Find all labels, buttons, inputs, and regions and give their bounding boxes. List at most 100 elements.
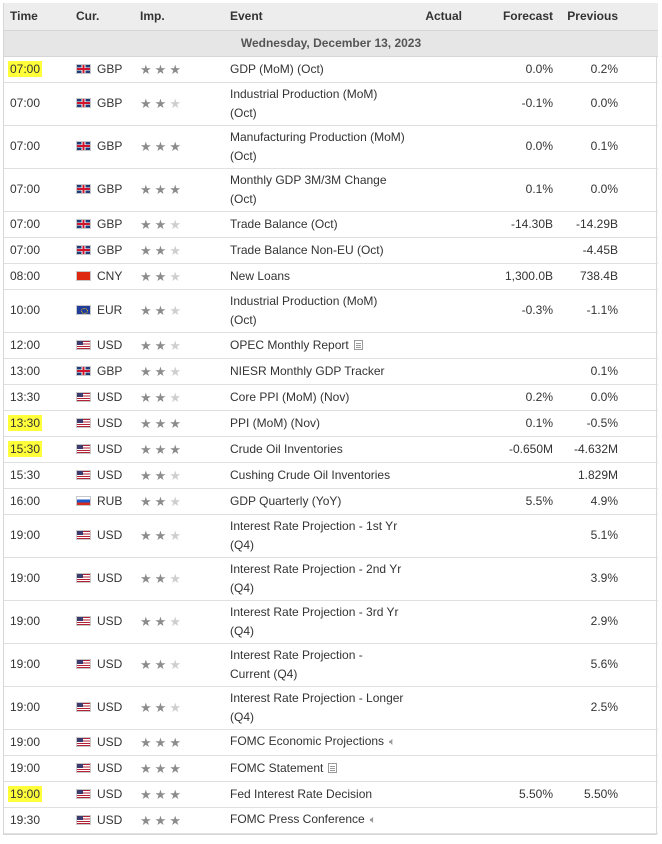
event-name-line[interactable]: FOMC Economic Projections <box>230 734 385 748</box>
event-name-line[interactable]: Crude Oil Inventories <box>230 441 343 456</box>
col-previous[interactable]: Previous <box>559 3 658 31</box>
event-name-line[interactable]: Current (Q4) <box>230 666 298 681</box>
table-row[interactable]: 16:00 RUB ★★★ GDP Quarterly (YoY) 5.5% 4.9% <box>4 488 658 515</box>
event-name[interactable]: New Loans <box>224 263 416 290</box>
table-row[interactable]: 13:00 GBP ★★★ NIESR Monthly GDP Tracker 0.1% <box>4 358 658 385</box>
event-name-line[interactable]: NIESR Monthly GDP Tracker <box>230 363 385 378</box>
event-name-line[interactable]: Core PPI (MoM) (Nov) <box>230 389 350 404</box>
event-name-line[interactable]: Industrial Production (MoM) <box>230 293 378 308</box>
event-name-line[interactable]: (Q4) <box>230 580 254 595</box>
event-name-line[interactable]: (Oct) <box>230 105 257 120</box>
event-name-line[interactable]: (Oct) <box>230 191 257 206</box>
event-name[interactable]: FOMC Statement <box>224 755 416 782</box>
table-row[interactable]: 10:00 EUR ★★★ Industrial Production (MoM) (O… <box>4 289 658 333</box>
event-previous: 5.6% <box>559 643 658 687</box>
table-row[interactable]: 07:00 GBP ★★★ Trade Balance (Oct) -14.30B -14… <box>4 211 658 238</box>
col-time[interactable]: Time <box>4 3 70 31</box>
event-time-value: 07:00 <box>10 182 41 196</box>
event-name[interactable]: Trade Balance (Oct) <box>224 211 416 238</box>
col-currency[interactable]: Cur. <box>70 3 134 31</box>
speech-speaker-icon[interactable]: 🔈︎ <box>369 814 377 826</box>
star-icon: ★ <box>169 268 184 284</box>
event-name[interactable]: GDP (MoM) (Oct) <box>224 56 416 83</box>
table-row[interactable]: 07:00 GBP ★★★ GDP (MoM) (Oct) 0.0% 0.2% <box>4 56 658 83</box>
table-row[interactable]: 08:00 CNY ★★★ New Loans 1,300.0B 738.4B <box>4 263 658 290</box>
event-name-line[interactable]: Monthly GDP 3M/3M Change <box>230 172 387 187</box>
event-name-line[interactable]: Interest Rate Projection - <box>230 647 363 662</box>
table-row[interactable]: 19:00 USD ★★★ Interest Rate Projection - 1s… <box>4 514 658 558</box>
event-name-line[interactable]: Cushing Crude Oil Inventories <box>230 467 391 482</box>
event-name[interactable]: Interest Rate Projection - 1st Yr (Q4) <box>224 514 416 558</box>
col-event[interactable]: Event <box>224 3 416 31</box>
table-row[interactable]: 19:00 USD ★★★ Interest Rate Projection - Cur… <box>4 643 658 687</box>
event-name-line[interactable]: FOMC Statement <box>230 760 324 775</box>
event-name-line[interactable]: Trade Balance (Oct) <box>230 216 338 231</box>
col-importance[interactable]: Imp. <box>134 3 224 31</box>
table-row[interactable]: 15:30 USD ★★★ Crude Oil Inventories -0.650M -… <box>4 436 658 463</box>
report-doc-icon[interactable] <box>353 339 363 350</box>
event-name-line[interactable]: (Oct) <box>230 148 257 163</box>
event-name-line[interactable]: Fed Interest Rate Decision <box>230 786 373 801</box>
event-name[interactable]: Manufacturing Production (MoM) (Oct) <box>224 125 416 169</box>
star-icon: ★ <box>154 760 170 776</box>
us-flag-icon <box>76 573 91 583</box>
event-name[interactable]: GDP Quarterly (YoY) <box>224 488 416 515</box>
col-forecast[interactable]: Forecast <box>468 3 559 31</box>
table-row[interactable]: 13:30 USD ★★★ Core PPI (MoM) (Nov) 0.2% 0.0% <box>4 384 658 411</box>
event-name[interactable]: Interest Rate Projection - 3rd Yr (Q4) <box>224 600 416 644</box>
event-name[interactable]: Industrial Production (MoM) (Oct) <box>224 82 416 126</box>
event-name[interactable]: Crude Oil Inventories <box>224 436 416 463</box>
col-actual[interactable]: Actual <box>416 3 468 31</box>
event-name[interactable]: Interest Rate Projection - Longer (Q4) <box>224 686 416 730</box>
event-name[interactable]: Monthly GDP 3M/3M Change (Oct) <box>224 168 416 212</box>
event-name-line[interactable]: Industrial Production (MoM) <box>230 86 378 101</box>
report-doc-icon[interactable] <box>328 762 338 773</box>
event-name[interactable]: Interest Rate Projection - 2nd Yr (Q4) <box>224 557 416 601</box>
table-row[interactable]: 19:00 USD ★★★ Interest Rate Projection - 3r… <box>4 600 658 644</box>
event-name-line[interactable]: GDP Quarterly (YoY) <box>230 493 342 508</box>
speech-speaker-icon[interactable]: 🔈︎ <box>389 736 396 748</box>
table-row[interactable]: 19:00 USD ★★★ FOMC Economic Projections 🔈︎ <box>4 729 658 756</box>
table-row[interactable]: 19:00 USD ★★★ Interest Rate Projection - 2n… <box>4 557 658 601</box>
event-name-line[interactable]: GDP (MoM) (Oct) <box>230 61 324 76</box>
event-name-line[interactable]: Interest Rate Projection - 1st Yr <box>230 518 398 533</box>
table-row[interactable]: 13:30 USD ★★★ PPI (MoM) (Nov) 0.1% -0.5% <box>4 410 658 437</box>
event-name-line[interactable]: New Loans <box>230 268 291 283</box>
star-icon: ★ <box>154 441 170 457</box>
event-name[interactable]: Interest Rate Projection - Current (Q4) <box>224 643 416 687</box>
event-name-line[interactable]: Interest Rate Projection - 2nd Yr <box>230 561 402 576</box>
event-name-line[interactable]: OPEC Monthly Report <box>230 337 349 352</box>
event-name-line[interactable]: Manufacturing Production (MoM) <box>230 129 405 144</box>
table-row[interactable]: 15:30 USD ★★★ Cushing Crude Oil Inventories… <box>4 462 658 489</box>
table-row[interactable]: 07:00 GBP ★★★ Monthly GDP 3M/3M Change (Oct)… <box>4 168 658 212</box>
event-name[interactable]: Industrial Production (MoM) (Oct) <box>224 289 416 333</box>
event-name-line[interactable]: Interest Rate Projection - Longer <box>230 690 404 705</box>
event-name[interactable]: Trade Balance Non-EU (Oct) <box>224 237 416 264</box>
event-name-line[interactable]: (Q4) <box>230 537 254 552</box>
event-name[interactable]: Fed Interest Rate Decision <box>224 781 416 808</box>
event-name[interactable]: FOMC Press Conference 🔈︎ <box>224 807 416 834</box>
event-name-line[interactable]: (Q4) <box>230 623 254 638</box>
table-row[interactable]: 19:00 USD ★★★ Interest Rate Projection - Lo… <box>4 686 658 730</box>
table-row[interactable]: 07:00 GBP ★★★ Trade Balance Non-EU (Oct) -4.… <box>4 237 658 264</box>
event-name[interactable]: OPEC Monthly Report <box>224 332 416 359</box>
table-row[interactable]: 19:30 USD ★★★ FOMC Press Conference 🔈︎ <box>4 807 658 834</box>
table-row[interactable]: 19:00 USD ★★★ FOMC Statement <box>4 755 658 782</box>
event-name-line[interactable]: FOMC Press Conference <box>230 812 365 826</box>
event-name-line[interactable]: (Oct) <box>230 312 257 327</box>
table-row[interactable]: 07:00 GBP ★★★ Industrial Production (MoM) (O… <box>4 82 658 126</box>
event-name[interactable]: Cushing Crude Oil Inventories <box>224 462 416 489</box>
event-name-line[interactable]: PPI (MoM) (Nov) <box>230 415 320 430</box>
event-name-line[interactable]: (Q4) <box>230 709 254 724</box>
event-name[interactable]: NIESR Monthly GDP Tracker <box>224 358 416 385</box>
table-row[interactable]: 07:00 GBP ★★★ Manufacturing Production (MoM… <box>4 125 658 169</box>
event-name-line[interactable]: Trade Balance Non-EU (Oct) <box>230 242 384 257</box>
event-name[interactable]: Core PPI (MoM) (Nov) <box>224 384 416 411</box>
event-actual <box>416 488 468 515</box>
event-name[interactable]: FOMC Economic Projections 🔈︎ <box>224 729 416 756</box>
table-row[interactable]: 19:00 USD ★★★ Fed Interest Rate Decision 5.5… <box>4 781 658 808</box>
event-name[interactable]: PPI (MoM) (Nov) <box>224 410 416 437</box>
event-name-line[interactable]: Interest Rate Projection - 3rd Yr <box>230 604 399 619</box>
currency-code: USD <box>97 389 123 404</box>
table-row[interactable]: 12:00 USD ★★★ OPEC Monthly Report <box>4 332 658 359</box>
